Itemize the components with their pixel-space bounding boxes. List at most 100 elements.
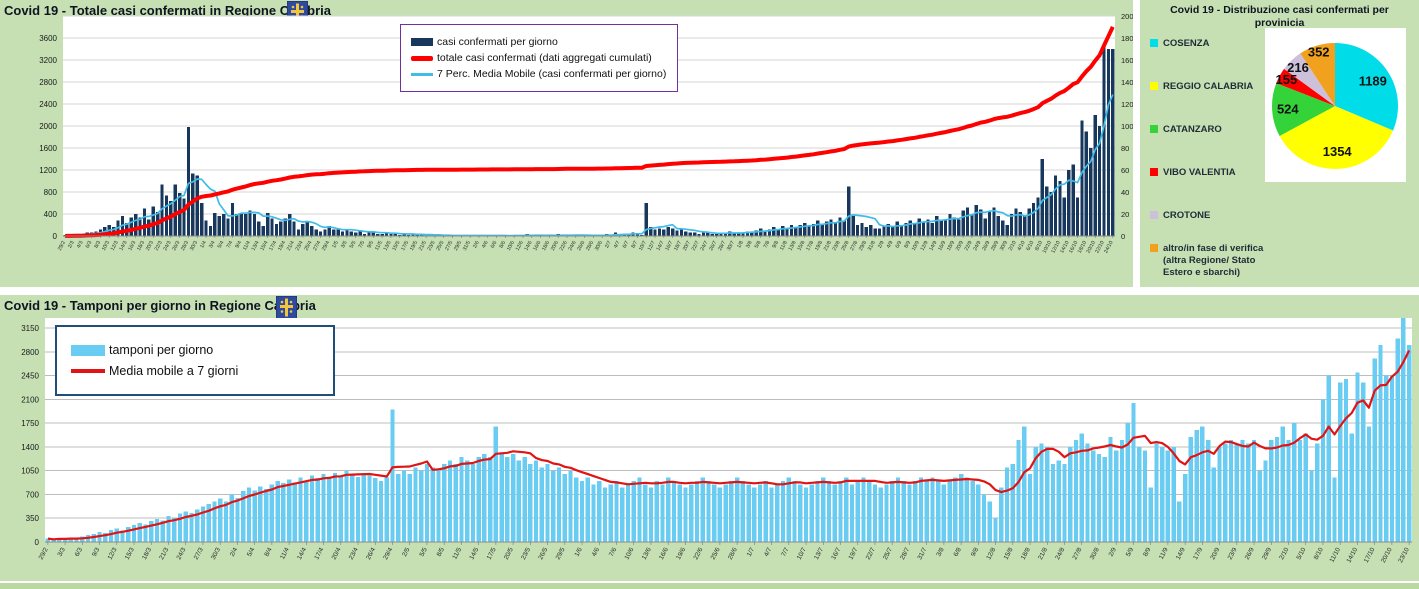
x-axis-label: 27/4: [312, 240, 322, 252]
x-axis-label: 29/9: [1261, 546, 1273, 561]
moving-average-line: [47, 350, 1411, 541]
bar: [847, 186, 851, 236]
x-axis-label: 10/3: [101, 240, 111, 252]
right-axis-label: 200: [1121, 12, 1133, 21]
x-axis-label: 5/5: [418, 546, 429, 558]
bar: [126, 527, 131, 542]
x-axis-label: 31/8: [867, 240, 877, 252]
x-axis-label: 2/9: [1108, 546, 1119, 558]
bar: [266, 212, 270, 236]
bar: [729, 480, 734, 542]
bar: [833, 222, 838, 236]
bar: [684, 231, 688, 236]
pie-value-label: 155: [1276, 72, 1298, 87]
bar: [258, 486, 263, 542]
y-axis-label: 1400: [21, 443, 39, 452]
y-axis-label: 700: [26, 490, 40, 499]
x-axis-label: 24/6: [568, 240, 578, 252]
bar: [987, 501, 992, 542]
bar: [166, 516, 171, 542]
x-axis-label: 27/3: [193, 546, 205, 561]
x-axis-label: 24/10: [1103, 240, 1114, 254]
x-axis-label: 14/3: [119, 240, 129, 252]
x-axis-label: 18/10: [1077, 240, 1088, 254]
x-axis-label: 4/6: [591, 546, 602, 558]
legend-item-daily-bars: casi confermati per giorno: [411, 36, 667, 48]
bar: [62, 539, 68, 542]
bar: [103, 533, 108, 542]
bar: [851, 216, 855, 236]
bar: [1160, 446, 1165, 542]
right-axis-label: 80: [1121, 144, 1129, 153]
x-axis-label: 14/4: [296, 546, 308, 561]
x-axis-label: 12/3: [110, 240, 120, 252]
bar: [413, 467, 418, 542]
x-axis-label: 16/6: [532, 240, 542, 252]
bar: [1171, 446, 1176, 542]
bar: [402, 233, 406, 236]
pie-legend-item-catanzaro: CATANZARO: [1150, 124, 1264, 136]
x-axis-label: 3/4: [208, 240, 217, 249]
bar: [825, 221, 829, 236]
bar: [964, 477, 970, 542]
x-axis-label: 16/3: [127, 240, 137, 252]
bar: [1297, 440, 1303, 542]
bar: [114, 528, 119, 542]
x-axis-label: 1/8: [736, 240, 745, 249]
bar: [1031, 203, 1036, 236]
bar: [872, 484, 878, 542]
bar: [309, 475, 315, 542]
x-axis-label: 23/8: [832, 240, 842, 252]
bar: [941, 484, 947, 542]
bar: [1091, 450, 1096, 542]
bar: [407, 474, 412, 542]
bar: [867, 480, 872, 542]
x-axis-label: 30/8: [1089, 546, 1101, 561]
bar: [891, 227, 895, 236]
pie-slice-3: [1276, 68, 1335, 106]
bar: [355, 476, 361, 542]
bar: [1320, 399, 1326, 542]
x-axis-label: 13/5: [383, 240, 393, 252]
x-axis-label: 24/3: [163, 240, 173, 252]
bar: [807, 226, 811, 236]
bar: [772, 227, 776, 236]
bar: [1217, 446, 1222, 542]
bar: [711, 484, 717, 542]
tamponi-legend: tamponi per giorno Media mobile a 7 gior…: [55, 325, 335, 396]
x-axis-label: 18/3: [136, 240, 146, 252]
x-axis-label: 29/5: [453, 240, 463, 252]
bar: [241, 491, 246, 542]
bar: [644, 203, 648, 236]
x-axis-label: 17/5: [486, 546, 498, 561]
bar: [1315, 443, 1320, 542]
x-axis-label: 12/9: [920, 240, 930, 252]
bar: [675, 230, 679, 236]
bar: [340, 231, 345, 236]
x-axis-label: 18/8: [1020, 546, 1032, 561]
bar: [1108, 436, 1113, 542]
x-axis-label: 28/3: [180, 240, 190, 252]
bar: [51, 539, 56, 542]
bar: [1053, 175, 1058, 236]
x-axis-label: 7/6: [608, 546, 619, 558]
bar: [1142, 450, 1148, 542]
bar: [358, 230, 362, 236]
x-axis-label: 20/5: [503, 546, 515, 561]
x-axis-label: 13/6: [641, 546, 653, 561]
bar: [545, 463, 550, 542]
bar: [551, 470, 556, 542]
bar: [1332, 477, 1337, 542]
bar: [1027, 474, 1033, 542]
x-axis-label: 16/6: [658, 546, 670, 561]
bar: [918, 477, 924, 542]
pie-legend-label: altro/in fase di verifica (altra Regione…: [1163, 243, 1264, 278]
bar: [183, 511, 188, 542]
bar: [1280, 426, 1285, 542]
bar: [671, 480, 677, 542]
bar: [1111, 49, 1115, 236]
bar: [775, 484, 780, 542]
x-axis-label: 30/6: [594, 240, 604, 252]
